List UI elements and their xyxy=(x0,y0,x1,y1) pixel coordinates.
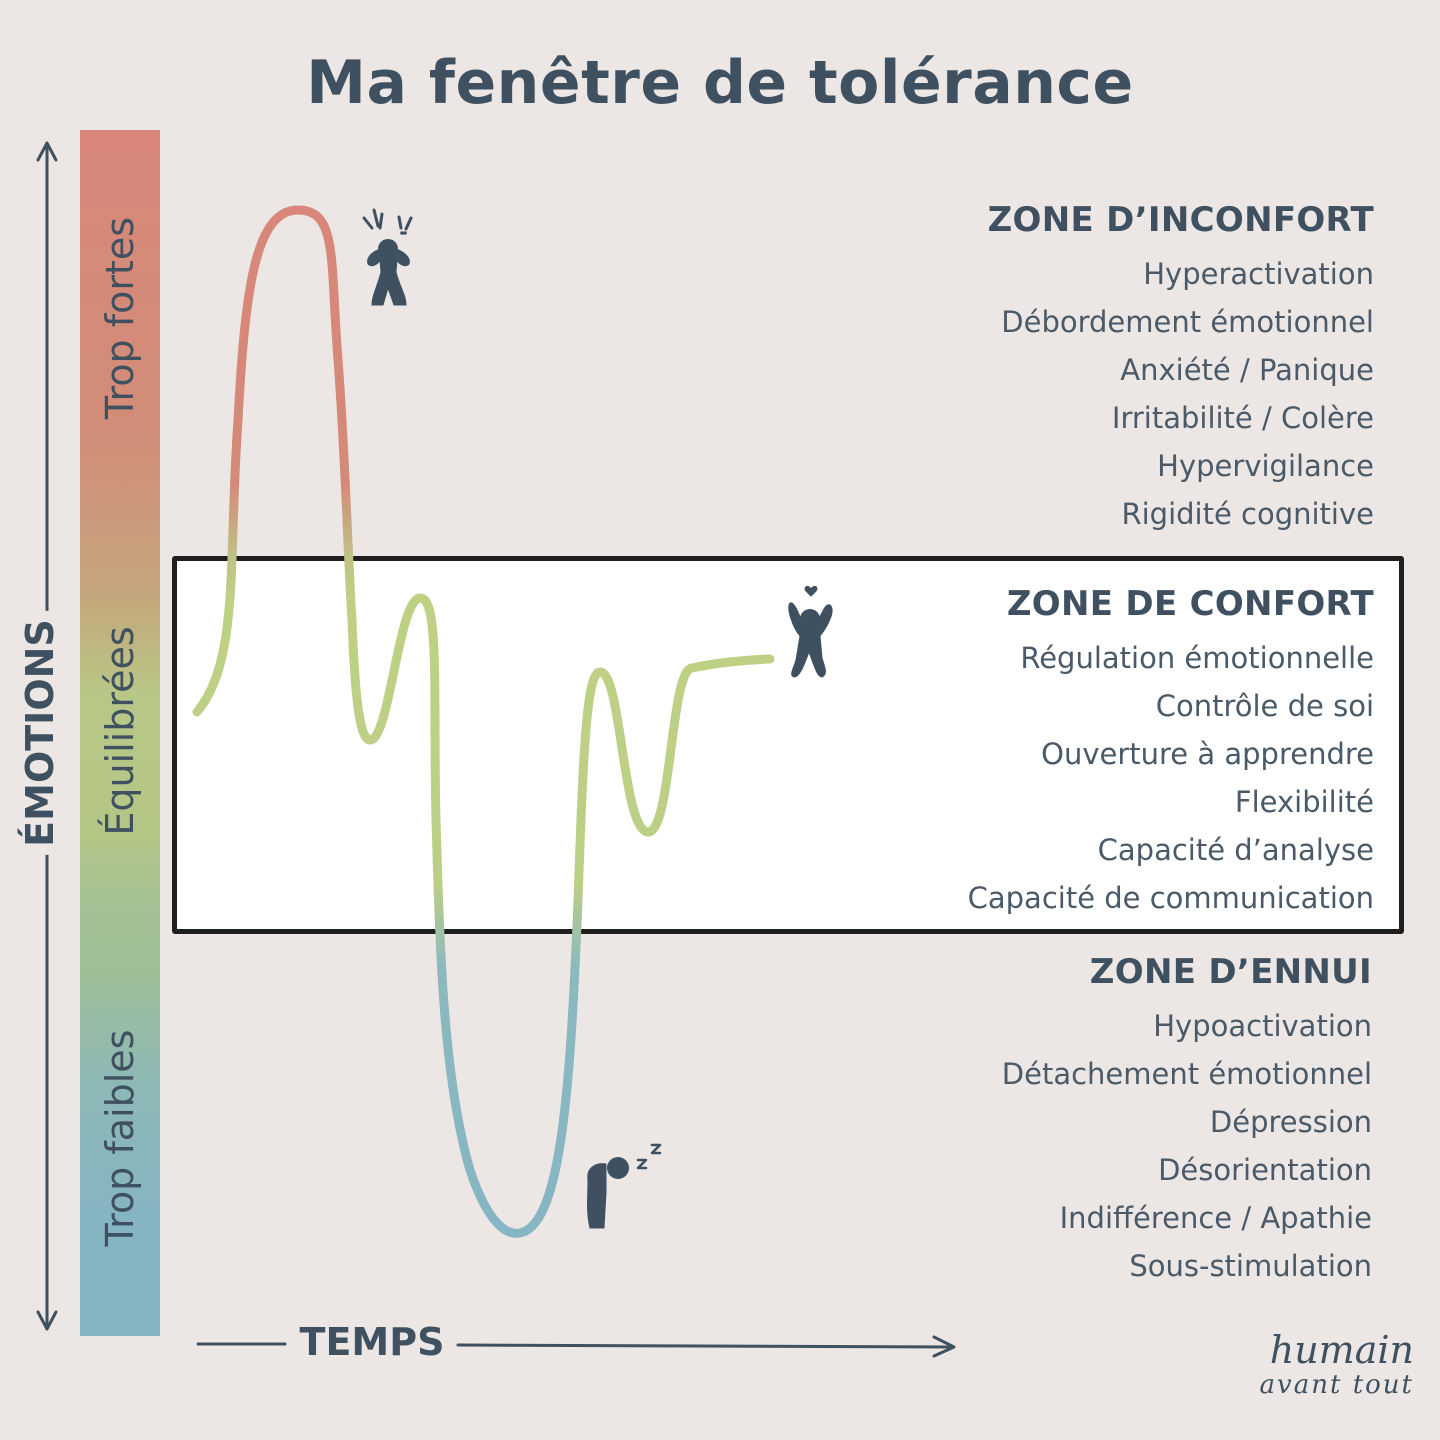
list-item: Hypoactivation xyxy=(1153,1009,1372,1043)
tolerance-window-box xyxy=(172,556,1404,934)
page-title: Ma fenêtre de tolérance xyxy=(306,48,1134,118)
zone-discomfort-title: ZONE D’INCONFORT xyxy=(987,200,1374,240)
brand-logo: humain avant tout xyxy=(1260,1330,1414,1400)
emotion-intensity-bar xyxy=(80,130,160,1336)
list-item: Contrôle de soi xyxy=(1155,689,1374,723)
list-item: Rigidité cognitive xyxy=(1121,497,1374,531)
zone-boredom: ZONE D’ENNUI Hypoactivation Détachement … xyxy=(1002,950,1372,1290)
zone-comfort: ZONE DE CONFORT Régulation émotionnelle … xyxy=(968,582,1374,922)
list-item: Flexibilité xyxy=(1234,785,1374,819)
y-axis-label: ÉMOTIONS xyxy=(18,611,62,855)
happy-person-icon xyxy=(788,585,833,678)
brand-logo-line2: avant tout xyxy=(1259,1370,1414,1400)
sleeping-person-icon xyxy=(587,1143,662,1229)
zone-comfort-title: ZONE DE CONFORT xyxy=(1006,584,1374,624)
list-item: Indifférence / Apathie xyxy=(1059,1201,1372,1235)
list-item: Régulation émotionnelle xyxy=(1020,641,1374,675)
stressed-person-icon xyxy=(362,208,413,306)
x-axis-arrow xyxy=(196,1335,956,1358)
bar-label-too-strong: Trop fortes xyxy=(98,216,142,420)
list-item: Irritabilité / Colère xyxy=(1111,401,1374,435)
zone-comfort-list: Régulation émotionnelle Contrôle de soi … xyxy=(968,634,1374,922)
list-item: Détachement émotionnel xyxy=(1001,1057,1372,1091)
zone-boredom-title: ZONE D’ENNUI xyxy=(1089,952,1372,992)
list-item: Sous-stimulation xyxy=(1129,1249,1372,1283)
bar-label-too-weak: Trop faibles xyxy=(98,1029,142,1247)
emotion-curve xyxy=(192,205,775,1238)
list-item: Hyperactivation xyxy=(1143,257,1374,291)
zone-boredom-list: Hypoactivation Détachement émotionnel Dé… xyxy=(1002,1002,1372,1290)
bar-label-balanced: Équilibrées xyxy=(98,626,142,836)
x-axis-label: TEMPS xyxy=(299,1320,445,1364)
list-item: Capacité d’analyse xyxy=(1097,833,1374,867)
list-item: Anxiété / Panique xyxy=(1120,353,1374,387)
list-item: Capacité de communication xyxy=(967,881,1374,915)
list-item: Hypervigilance xyxy=(1157,449,1374,483)
brand-logo-line1: humain xyxy=(1269,1328,1414,1372)
zone-discomfort: ZONE D’INCONFORT Hyperactivation Déborde… xyxy=(988,198,1374,538)
zone-discomfort-list: Hyperactivation Débordement émotionnel A… xyxy=(988,250,1374,538)
list-item: Dépression xyxy=(1209,1105,1372,1139)
list-item: Débordement émotionnel xyxy=(1001,305,1374,339)
list-item: Ouverture à apprendre xyxy=(1041,737,1374,771)
list-item: Désorientation xyxy=(1158,1153,1372,1187)
